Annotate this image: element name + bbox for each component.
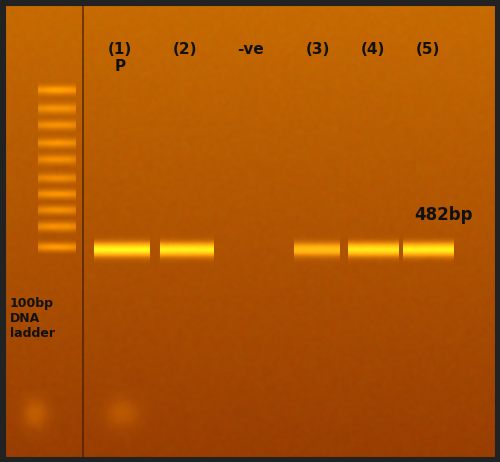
Text: (5): (5) bbox=[416, 42, 440, 56]
Text: 100bp
DNA
ladder: 100bp DNA ladder bbox=[10, 297, 55, 340]
Text: (2): (2) bbox=[173, 42, 197, 56]
Text: -ve: -ve bbox=[236, 42, 264, 56]
Text: 482bp: 482bp bbox=[414, 206, 472, 224]
Text: (4): (4) bbox=[360, 42, 384, 56]
Text: (1)
P: (1) P bbox=[108, 42, 132, 74]
Text: (3): (3) bbox=[306, 42, 330, 56]
